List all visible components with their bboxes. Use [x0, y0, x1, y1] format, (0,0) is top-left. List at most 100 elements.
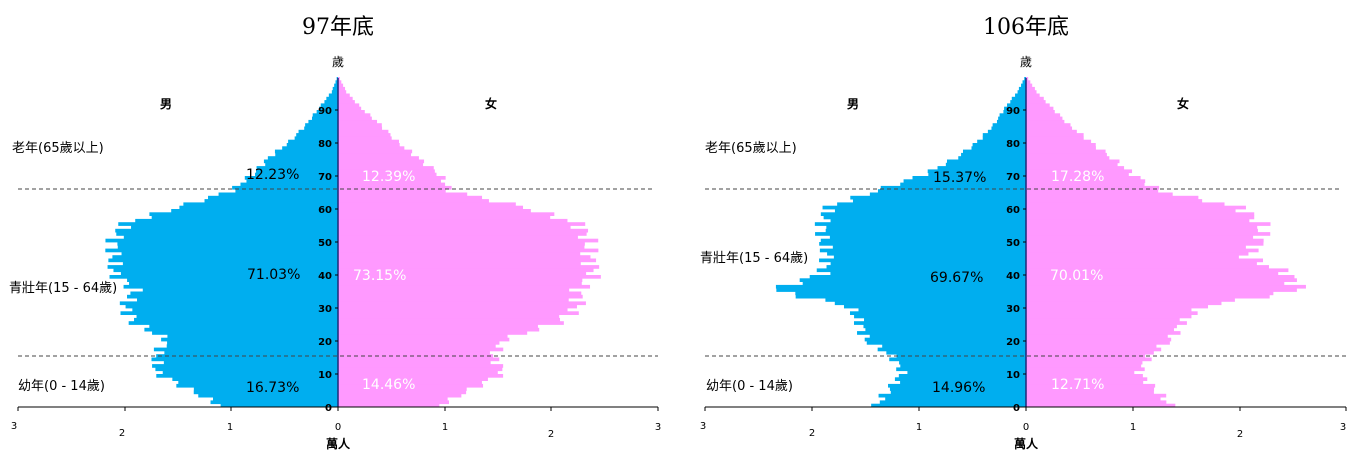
female-bar-age-1: [1026, 400, 1167, 405]
male-bar-age-93: [326, 96, 338, 101]
female-bar-age-22: [1026, 331, 1181, 335]
male-bar-age-40: [830, 271, 1026, 276]
male-bar-age-2: [885, 397, 1026, 401]
male-bar-age-29: [132, 308, 338, 312]
male-bar-age-59: [834, 209, 1026, 213]
y-tick-label: 60: [318, 205, 332, 216]
female-bar-age-62: [338, 199, 489, 203]
male-bar-age-87: [311, 116, 338, 121]
female-bar-age-50: [338, 238, 599, 243]
female-bar-age-17: [1026, 347, 1162, 352]
male-bar-age-43: [830, 261, 1026, 266]
female-bar-age-39: [338, 275, 601, 279]
chart-title: 106年底: [983, 15, 1069, 40]
female-bar-age-33: [338, 294, 583, 299]
male-pct-elderly: 12.23%: [246, 167, 299, 183]
male-bar-age-24: [149, 324, 338, 329]
male-bar-age-23: [865, 327, 1026, 332]
female-bar-age-61: [338, 202, 516, 207]
female-bar-age-30: [1026, 304, 1209, 309]
male-bar-age-68: [903, 179, 1026, 183]
female-bar-age-27: [338, 314, 560, 319]
x-tick-label: 2: [1237, 429, 1243, 440]
female-bar-age-55: [1026, 222, 1271, 226]
male-bar-age-7: [900, 380, 1026, 385]
male-bar-age-78: [282, 146, 338, 150]
male-bar-age-88: [312, 113, 338, 117]
male-bar-age-0: [871, 403, 1026, 408]
male-bar-age-97: [1021, 83, 1026, 88]
female-bar-age-67: [338, 182, 446, 187]
female-bar-age-11: [1026, 367, 1145, 372]
female-bar-age-50: [1026, 238, 1264, 243]
male-bar-age-57: [151, 215, 338, 220]
male-bar-age-36: [775, 284, 1026, 289]
female-bar-age-96: [338, 86, 346, 91]
male-bar-age-50: [105, 238, 338, 243]
male-bar-age-55: [118, 222, 338, 226]
female-bar-age-79: [1026, 143, 1096, 147]
female-bar-age-88: [1026, 113, 1061, 117]
male-bar-age-79: [286, 143, 338, 147]
female-bar-age-4: [338, 390, 467, 395]
male-bar-age-83: [987, 129, 1026, 134]
male-bar-age-31: [834, 301, 1026, 306]
female-bar-age-7: [338, 380, 482, 385]
male-bar-age-49: [117, 242, 338, 246]
male-bar-age-90: [1004, 106, 1026, 111]
male-bar-age-39: [809, 275, 1026, 279]
male-bar-age-98: [1022, 80, 1026, 84]
female-bar-age-96: [1026, 86, 1035, 91]
y-tick-label: 30: [318, 304, 332, 315]
y-tick-label: 50: [318, 238, 332, 249]
male-bar-age-22: [857, 331, 1026, 335]
male-pct-working: 69.67%: [930, 270, 983, 286]
male-bar-age-13: [163, 360, 338, 365]
female-bar-age-34: [338, 291, 582, 296]
female-bar-age-74: [1026, 159, 1120, 164]
female-bar-age-69: [338, 176, 446, 180]
male-bar-age-16: [164, 350, 338, 355]
male-bar-age-42: [826, 265, 1026, 269]
female-bar-age-87: [1026, 116, 1063, 121]
male-bar-age-92: [1010, 100, 1026, 104]
male-pct-youth: 16.73%: [246, 380, 299, 396]
male-pct-working: 71.03%: [247, 267, 300, 283]
male-bar-age-11: [155, 367, 338, 372]
x-axis-title: 萬人: [1014, 436, 1039, 451]
female-bar-age-32: [1026, 298, 1235, 302]
female-bar-age-71: [338, 169, 435, 174]
female-bar-age-66: [338, 185, 452, 190]
female-bar-age-42: [1026, 265, 1269, 269]
male-bar-age-91: [1007, 103, 1026, 108]
female-bar-age-16: [1026, 350, 1154, 355]
male-bar-age-4: [193, 390, 338, 395]
male-bar-age-16: [886, 350, 1026, 355]
male-bar-age-74: [263, 159, 338, 164]
female-pct-working: 70.01%: [1050, 268, 1103, 284]
y-tick-label: 90: [1006, 106, 1020, 117]
y-tick-label: 0: [325, 403, 332, 414]
female-bar-age-62: [1026, 199, 1203, 203]
x-tick-label: 2: [119, 428, 125, 439]
male-bar-age-0: [220, 403, 338, 408]
male-bar-age-7: [178, 380, 338, 385]
male-bar-age-41: [816, 268, 1026, 273]
male-bar-age-62: [852, 199, 1026, 203]
female-bar-age-21: [338, 334, 508, 339]
male-bar-age-66: [232, 185, 338, 190]
female-bar-age-82: [338, 133, 391, 137]
female-bar-age-20: [1026, 337, 1172, 342]
x-tick-label: 1: [916, 422, 922, 433]
male-bar-age-47: [819, 248, 1026, 253]
female-bar-age-7: [1026, 380, 1144, 385]
female-bar-age-84: [1026, 126, 1073, 131]
female-bar-age-19: [338, 341, 500, 345]
chart-title: 97年底: [302, 15, 374, 40]
female-bar-age-9: [338, 374, 504, 378]
female-bar-age-63: [1026, 195, 1199, 200]
female-bar-age-58: [1026, 212, 1255, 216]
female-bar-age-75: [338, 156, 419, 160]
